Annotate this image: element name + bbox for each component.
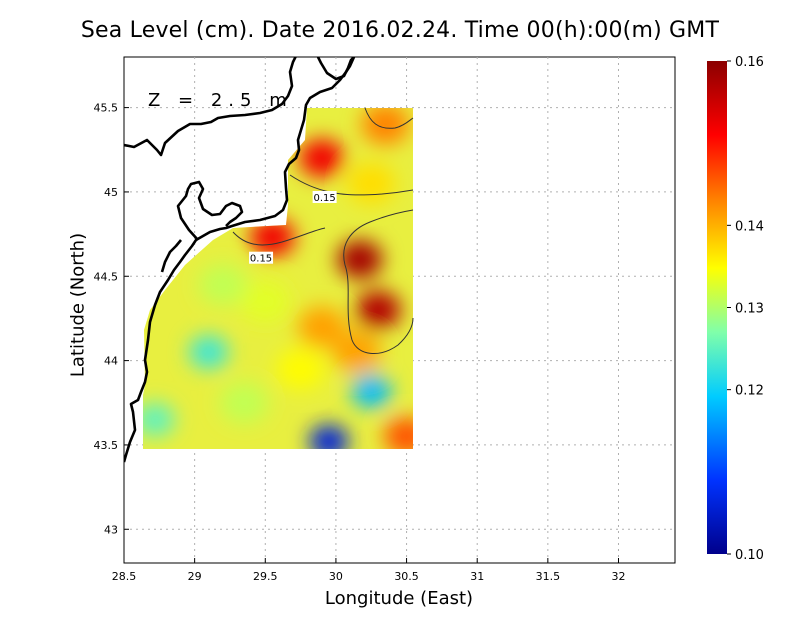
field-high-region xyxy=(299,138,345,178)
x-axis-label: Longitude (East) xyxy=(324,588,474,609)
chart-title: Sea Level (cm). Date 2016.02.24. Time 00… xyxy=(80,18,720,43)
colorbar-tick-label: 0.13 xyxy=(735,302,764,317)
coastline-lagoon xyxy=(176,180,244,241)
coastline-shore xyxy=(124,57,356,463)
x-tick-label: 30.5 xyxy=(394,570,419,583)
field-mid-region xyxy=(333,331,382,373)
x-tick-label: 30 xyxy=(329,570,343,583)
x-tick-label: 31.5 xyxy=(536,570,561,583)
svg-text:0.15: 0.15 xyxy=(250,254,272,265)
field-high-region xyxy=(355,290,401,330)
x-tick-label: 29.5 xyxy=(253,570,278,583)
field-low-region xyxy=(143,402,175,437)
colorbar-tick-label: 0.10 xyxy=(735,548,764,563)
field-low-region xyxy=(309,424,349,449)
contour-label: 0.15 xyxy=(312,190,337,204)
field-mid-region xyxy=(198,264,247,306)
field-mid-region xyxy=(241,281,290,322)
svg-text:0.15: 0.15 xyxy=(313,193,335,204)
field-low-region xyxy=(351,374,392,408)
x-tick-label: 31 xyxy=(470,570,484,583)
x-axis-ticks: 28.5 29 29.5 30 30.5 31 31.5 32 xyxy=(112,558,625,583)
contour-line xyxy=(364,107,414,129)
y-tick-label: 44.5 xyxy=(94,270,119,283)
colorbar-ticks: 0.10 0.12 0.13 0.14 0.16 xyxy=(727,55,764,563)
contour-label: 0.15 xyxy=(249,251,274,265)
y-tick-label: 45.5 xyxy=(94,102,119,115)
field-mid-region xyxy=(276,348,325,390)
colorbar xyxy=(707,61,727,554)
y-axis-ticks: 43 43.5 44 44.5 45 45.5 xyxy=(94,102,129,536)
field-mid-region xyxy=(347,163,396,204)
coastline-bay xyxy=(124,57,297,157)
y-tick-label: 45 xyxy=(104,186,118,199)
y-tick-label: 43 xyxy=(104,523,118,536)
y-tick-label: 43.5 xyxy=(94,439,119,452)
field-low-region xyxy=(188,335,229,369)
contour-labels: 0.15 0.15 xyxy=(249,190,337,265)
colorbar-tick-label: 0.16 xyxy=(735,55,764,70)
y-axis-label: Latitude (North) xyxy=(67,232,89,378)
field-mid-region xyxy=(297,306,346,348)
depth-annotation: Z = 2.5 m xyxy=(148,90,293,111)
x-tick-label: 29 xyxy=(188,570,202,583)
coastline xyxy=(124,57,356,463)
contour-line xyxy=(343,209,414,354)
y-tick-label: 44 xyxy=(104,355,118,368)
field-mid-region xyxy=(220,382,269,424)
contour-line xyxy=(232,227,326,246)
field-high-region xyxy=(249,218,295,257)
field-mid-region xyxy=(361,108,410,145)
colorbar-tick-label: 0.12 xyxy=(735,384,764,399)
colorbar-tick-label: 0.14 xyxy=(735,219,764,234)
x-tick-label: 32 xyxy=(611,570,625,583)
field-high-region xyxy=(383,417,413,449)
field-high-region xyxy=(337,240,383,279)
x-tick-label: 28.5 xyxy=(112,570,137,583)
coastline-north xyxy=(316,57,355,81)
coastline-inlet xyxy=(160,239,182,273)
